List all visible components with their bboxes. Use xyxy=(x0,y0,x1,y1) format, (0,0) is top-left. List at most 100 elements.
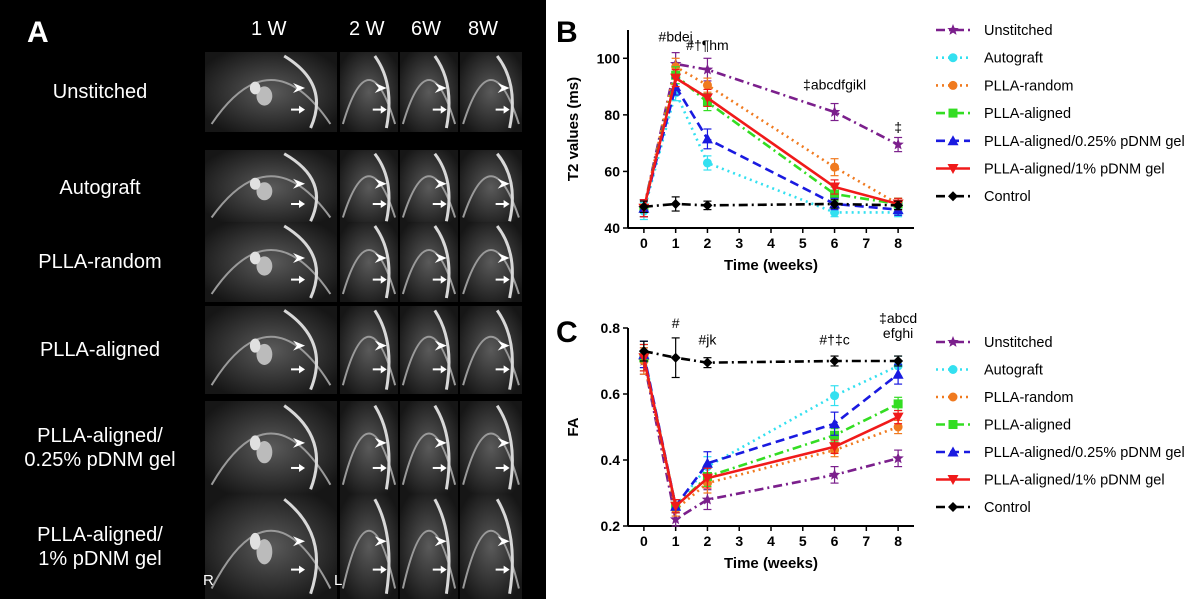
chart-c-legend-item: Autograft xyxy=(936,363,1043,379)
chart-c-legend: Unstitched Autograft PLLA-random PLLA-align… xyxy=(936,335,1185,516)
mri-image-1-8w xyxy=(460,150,522,225)
mri-image-4-8w xyxy=(460,401,522,494)
arrowhead-icon xyxy=(374,83,387,93)
chart-b-legend-label: Autograft xyxy=(984,51,1043,67)
chart-b-y-tick-label: 80 xyxy=(604,107,620,123)
arrow-icon xyxy=(432,463,447,472)
mri-image-5-6w xyxy=(400,494,458,599)
mri-image-5-8w xyxy=(460,494,522,599)
chart-b-data-point xyxy=(828,106,841,117)
mri-image-0-2w xyxy=(340,52,398,132)
chart-b-data-point xyxy=(701,63,714,75)
chart-c-x-axis-label: Time (weeks) xyxy=(724,555,818,572)
chart-b-data-point xyxy=(702,80,712,90)
arrowhead-icon xyxy=(374,340,387,351)
arrowhead-icon xyxy=(497,340,510,351)
column-label-6w: 6W xyxy=(411,18,441,40)
chart-c-data-point xyxy=(829,356,840,366)
chart-b-annotation: #†¶hm xyxy=(686,37,729,53)
chart-b-y-axis-label: T2 values (ms) xyxy=(565,77,582,181)
chart-b-legend-item: Autograft xyxy=(936,51,1043,67)
arrowhead-icon xyxy=(374,178,387,189)
chart-c-annotation: #jk xyxy=(698,332,717,348)
chart-b-legend-marker xyxy=(947,135,959,146)
chart-c-series-4 xyxy=(638,340,904,514)
chart-c-legend-item: PLLA-aligned xyxy=(936,418,1071,434)
chart-b-x-tick-label: 5 xyxy=(799,235,807,251)
chart-b-data-point xyxy=(830,162,840,172)
arrowhead-icon xyxy=(374,536,387,547)
chart-b-legend-label: PLLA-aligned/1% pDNM gel xyxy=(984,162,1165,178)
chart-c-legend-marker xyxy=(947,446,959,457)
orientation-left-label: L xyxy=(334,572,343,589)
chart-b-legend-marker xyxy=(948,108,958,118)
mri-image-5-1w xyxy=(205,494,337,599)
row-label-5: PLLA-aligned/ 1% pDNM gel xyxy=(37,523,163,570)
arrowhead-icon xyxy=(434,536,447,547)
chart-c-legend-label: Control xyxy=(984,500,1031,516)
chart-c-y-tick-label: 0.8 xyxy=(601,320,621,336)
chart-c-y-tick-label: 0.6 xyxy=(601,386,621,402)
fa-chart: 0 1 2 3 4 5 6 7 8 0.2 0.4 0.6 0.8 Time (weeks) FA # #jk #… xyxy=(565,310,1185,572)
chart-c-annotation: # xyxy=(672,315,680,331)
chart-b-data-point xyxy=(702,158,712,168)
chart-b-series-line xyxy=(642,76,899,209)
row-label-0: Unstitched xyxy=(52,81,148,103)
fa-chart-panel: 0 1 2 3 4 5 6 7 8 0.2 0.4 0.6 0.8 Time (weeks) FA # #jk #… xyxy=(546,300,1200,599)
chart-c-series-2 xyxy=(639,347,903,517)
orientation-right-label: R xyxy=(203,572,214,589)
chart-c-x-tick-label: 3 xyxy=(735,533,743,549)
t2-chart: 0 1 2 3 4 5 6 7 8 40 60 80 100 Time (weeks) T2 values … xyxy=(565,23,1185,274)
mri-image-3-8w xyxy=(460,306,522,394)
panel-c-letter: C xyxy=(556,316,578,349)
arrowhead-icon xyxy=(434,253,447,263)
arrow-icon xyxy=(495,365,510,374)
arrow-icon xyxy=(291,565,306,574)
arrow-icon xyxy=(495,200,510,208)
chart-c-legend-item: PLLA-aligned/1% pDNM gel xyxy=(936,473,1165,489)
chart-b-x-tick-label: 2 xyxy=(704,235,712,251)
chart-c-data-point xyxy=(893,399,903,409)
panel-b-letter: B xyxy=(556,16,578,49)
chart-c-y-axis-label: FA xyxy=(565,417,582,436)
chart-b-legend-item: Control xyxy=(936,189,1031,205)
chart-c-x-tick-label: 6 xyxy=(831,533,839,549)
chart-c-data-point xyxy=(828,468,841,480)
chart-b-legend-item: PLLA-aligned xyxy=(936,106,1071,122)
chart-c-data-point xyxy=(892,412,904,423)
chart-c-data-point xyxy=(670,501,682,512)
chart-b-legend-label: Unstitched xyxy=(984,23,1053,39)
chart-c-data-point xyxy=(830,391,840,401)
arrow-icon xyxy=(495,565,510,574)
arrowhead-icon xyxy=(497,536,510,547)
chart-b-data-point xyxy=(701,93,713,104)
arrow-icon xyxy=(372,200,387,208)
mri-image-3-6w xyxy=(400,306,458,394)
chart-b-legend-item: Unstitched xyxy=(936,23,1053,39)
chart-b-data-point xyxy=(829,198,840,209)
chart-c-series-line xyxy=(642,357,899,509)
chart-b-x-tick-label: 1 xyxy=(672,235,680,251)
chart-c-x-tick-label: 2 xyxy=(704,533,712,549)
mri-image-4-2w xyxy=(340,401,398,494)
mri-image-0-6w xyxy=(400,52,458,132)
chart-b-legend: Unstitched Autograft PLLA-random PLLA-align… xyxy=(936,23,1185,205)
chart-c-data-point xyxy=(701,493,714,505)
arrowhead-icon xyxy=(434,178,447,189)
arrowhead-icon xyxy=(497,437,510,448)
chart-c-annotation: efghi xyxy=(883,325,913,341)
arrow-icon xyxy=(432,275,447,284)
chart-b-x-tick-label: 0 xyxy=(640,235,648,251)
arrow-icon xyxy=(432,200,447,208)
arrowhead-icon xyxy=(293,536,306,547)
mri-image-1-1w xyxy=(205,150,337,225)
chart-b-legend-marker xyxy=(948,53,958,63)
chart-b-y-tick-label: 100 xyxy=(597,50,621,66)
arrow-icon xyxy=(372,105,387,114)
row-label-3: PLLA-aligned xyxy=(39,339,161,361)
arrow-icon xyxy=(291,463,306,472)
mri-image-3-2w xyxy=(340,306,398,394)
mri-image-2-2w xyxy=(340,222,398,302)
chart-c-data-point xyxy=(638,346,649,357)
chart-b-legend-label: PLLA-aligned/0.25% pDNM gel xyxy=(984,134,1185,150)
